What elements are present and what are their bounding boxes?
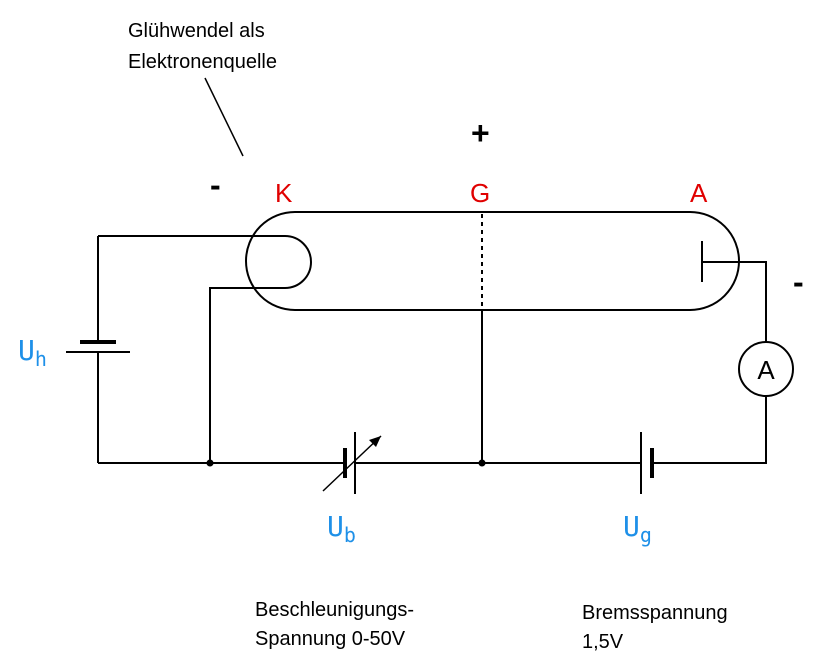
- heater-voltage-sub: h: [35, 347, 47, 371]
- ammeter-symbol: A: [757, 355, 775, 385]
- junction-dot-grid: [478, 459, 486, 467]
- anode-minus-sign: -: [793, 264, 804, 300]
- cathode-minus-sign: -: [210, 167, 221, 203]
- filament-note-line1: Glühwendel als: [128, 20, 265, 42]
- anode-wire: [702, 261, 767, 342]
- accel-voltage-sub: b: [344, 523, 356, 547]
- variable-arrow-head-icon: [369, 436, 381, 447]
- anode-label: A: [690, 178, 708, 208]
- accel-voltage-label: Ub: [327, 510, 356, 547]
- cathode-label: K: [275, 178, 293, 208]
- brake-voltage-main: U: [623, 510, 640, 543]
- tube-outline: [245, 211, 740, 311]
- filament-pointer-line: [204, 77, 244, 157]
- accel-note-line2: Spannung 0-50V: [255, 628, 406, 650]
- grid-label: G: [470, 178, 490, 208]
- brake-note-line2: 1,5V: [582, 631, 624, 653]
- brake-note-line1: Bremsspannung: [582, 602, 728, 624]
- junction-dot-cathode: [206, 459, 214, 467]
- ammeter-return-wire: [652, 396, 767, 464]
- grid-plus-sign: +: [471, 115, 490, 151]
- variable-arrow-shaft: [322, 435, 382, 492]
- brake-voltage-label: Ug: [623, 510, 652, 547]
- filament-note-line2: Elektronenquelle: [128, 51, 277, 73]
- heater-voltage-main: U: [18, 334, 35, 367]
- accel-voltage-main: U: [327, 510, 344, 543]
- heater-voltage-label: Uh: [18, 334, 47, 371]
- brake-voltage-sub: g: [640, 523, 652, 547]
- cathode-filament: [98, 235, 312, 463]
- accel-note-line1: Beschleunigungs-: [255, 599, 414, 621]
